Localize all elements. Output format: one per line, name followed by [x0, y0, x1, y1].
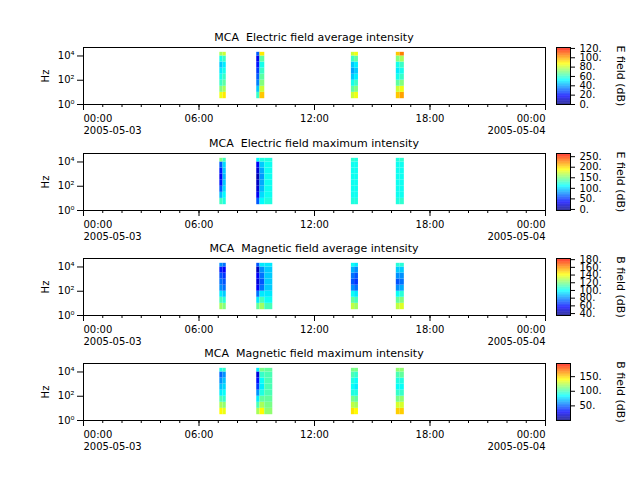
html-text:E field (dB): E field (dB) [614, 45, 627, 106]
svg-text:10⁰: 10⁰ [58, 310, 75, 321]
svg-text:100.: 100. [580, 183, 602, 194]
svg-text:Hz: Hz [40, 281, 51, 294]
svg-text:12:00: 12:00 [300, 429, 329, 440]
svg-text:100.: 100. [580, 385, 602, 396]
svg-text:00:002005-05-04: 00:002005-05-04 [487, 429, 545, 452]
svg-text:50.: 50. [580, 193, 596, 204]
svg-text:180.: 180. [580, 254, 602, 265]
svg-text:80.: 80. [579, 61, 596, 73]
svg-text:0.: 0. [579, 98, 589, 110]
html-text:B field (dB): B field (dB) [614, 360, 627, 423]
svg-text:06:00: 06:00 [185, 429, 214, 440]
svg-text:200.: 200. [580, 161, 602, 172]
svg-text:18:00: 18:00 [416, 429, 445, 440]
html-text:MCA Magnetic field maximum int: MCA Magnetic field maximum intensity [204, 347, 424, 360]
svg-text:10⁰: 10⁰ [58, 415, 75, 426]
svg-text:06:00: 06:00 [185, 219, 214, 230]
svg-text:Hz: Hz [40, 386, 51, 399]
svg-text:60.: 60. [579, 70, 596, 82]
svg-text:10²: 10² [58, 390, 75, 401]
svg-text:10²: 10² [58, 285, 75, 296]
svg-text:00:002005-05-03: 00:002005-05-03 [84, 429, 142, 452]
svg-text:60.: 60. [579, 300, 596, 312]
svg-text:12:00: 12:00 [300, 113, 329, 124]
svg-text:10²: 10² [58, 180, 75, 191]
svg-text:10⁴: 10⁴ [58, 366, 75, 377]
svg-text:150.: 150. [580, 172, 602, 183]
svg-text:10⁰: 10⁰ [58, 205, 75, 216]
svg-text:10⁴: 10⁴ [58, 50, 75, 61]
svg-text:120.: 120. [579, 277, 602, 288]
svg-text:100.: 100. [579, 284, 602, 296]
svg-text:00:002005-05-03: 00:002005-05-03 [84, 324, 142, 347]
html-text:MCA Magnetic field average int: MCA Magnetic field average intensity [209, 242, 419, 255]
svg-text:12:00: 12:00 [300, 219, 329, 230]
svg-text:100.: 100. [579, 52, 602, 63]
svg-text:06:00: 06:00 [185, 324, 214, 335]
html-text:MCA Electric field average int: MCA Electric field average intensity [214, 31, 414, 44]
svg-text:10⁴: 10⁴ [58, 156, 75, 167]
svg-text:Hz: Hz [40, 176, 51, 189]
svg-text:50.: 50. [580, 400, 596, 411]
svg-text:40.: 40. [579, 80, 596, 91]
html-text:E field (dB): E field (dB) [614, 151, 627, 212]
svg-text:250.: 250. [580, 151, 602, 162]
svg-text:18:00: 18:00 [416, 113, 445, 124]
svg-text:10²: 10² [58, 74, 75, 85]
svg-text:18:00: 18:00 [416, 219, 445, 230]
svg-text:00:002005-05-04: 00:002005-05-04 [487, 219, 545, 242]
svg-text:18:00: 18:00 [416, 324, 445, 335]
svg-text:10⁴: 10⁴ [58, 261, 75, 272]
svg-text:00:002005-05-03: 00:002005-05-03 [84, 113, 142, 136]
svg-text:140.: 140. [579, 269, 602, 281]
svg-text:06:00: 06:00 [185, 113, 214, 124]
svg-text:20.: 20. [579, 89, 596, 101]
svg-text:00:002005-05-04: 00:002005-05-04 [487, 113, 545, 136]
svg-text:00:002005-05-04: 00:002005-05-04 [487, 324, 545, 347]
svg-text:40.: 40. [579, 307, 596, 319]
svg-text:0.: 0. [580, 204, 590, 215]
svg-text:00:002005-05-03: 00:002005-05-03 [84, 219, 142, 242]
svg-text:150.: 150. [580, 371, 602, 382]
svg-text:120.: 120. [580, 43, 602, 54]
svg-text:160.: 160. [579, 261, 602, 273]
html-text:MCA Electric field maximum int: MCA Electric field maximum intensity [209, 137, 419, 150]
svg-text:Hz: Hz [40, 70, 51, 83]
svg-text:12:00: 12:00 [300, 324, 329, 335]
svg-text:10⁰: 10⁰ [58, 99, 75, 110]
svg-text:80.: 80. [579, 292, 596, 304]
html-text:B field (dB): B field (dB) [614, 255, 627, 318]
